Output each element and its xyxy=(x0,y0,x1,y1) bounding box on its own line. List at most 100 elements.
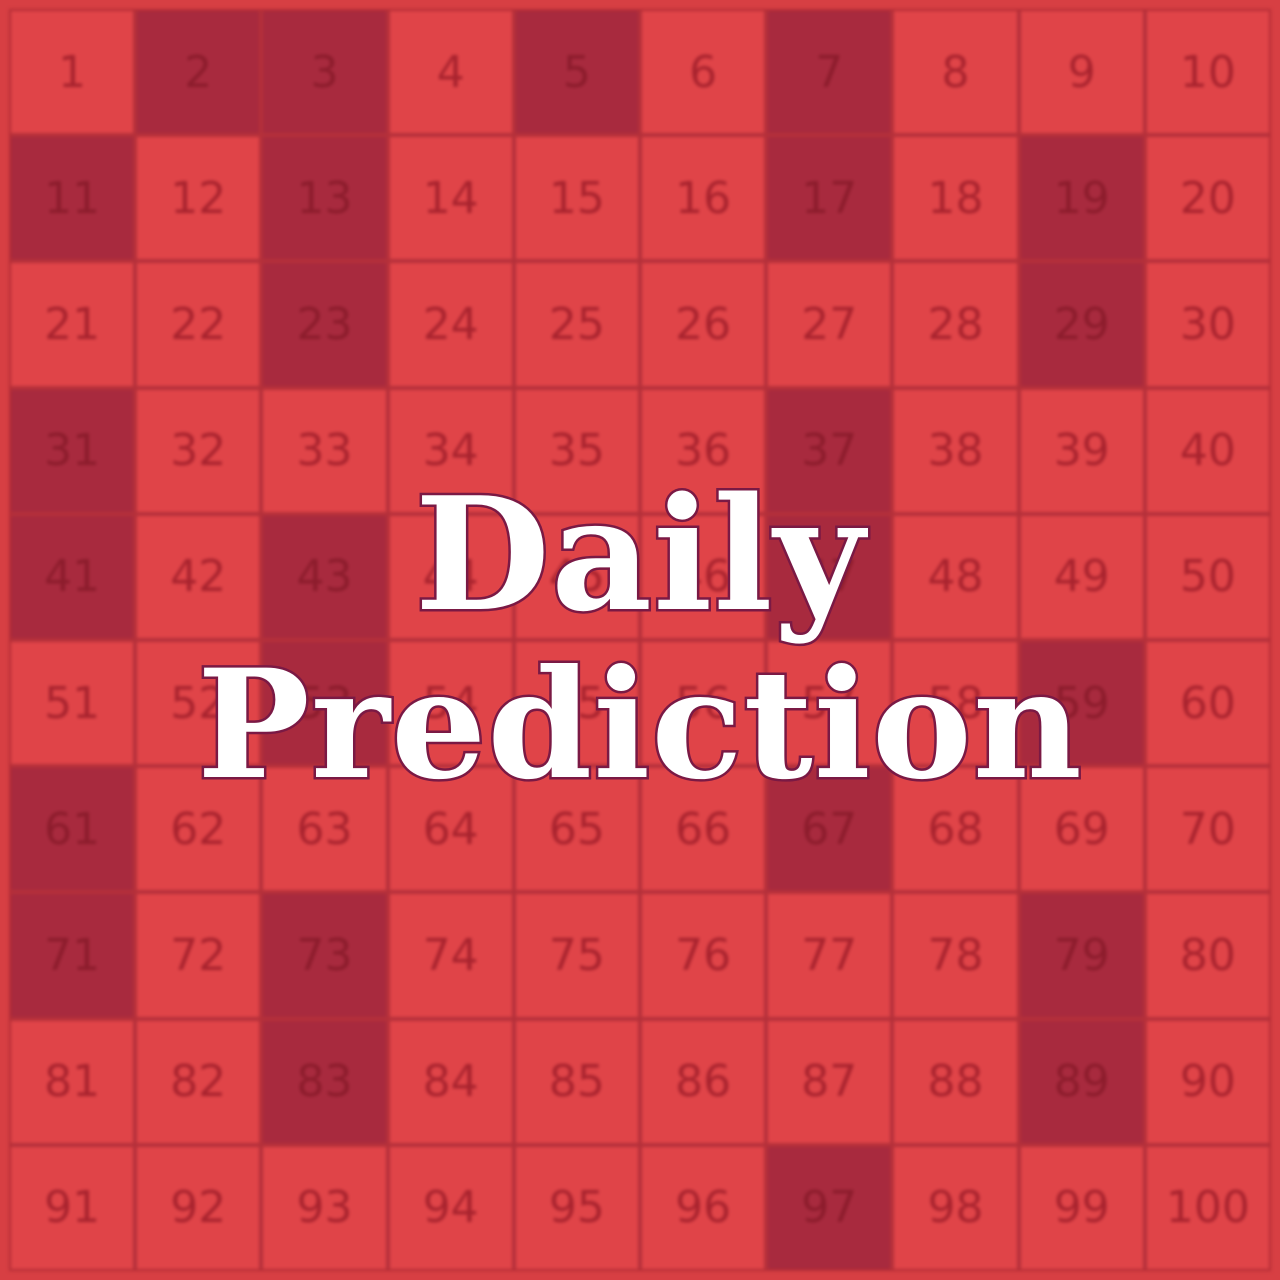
grid-cell-46: 46 xyxy=(641,515,765,638)
grid-cell-40: 40 xyxy=(1146,389,1269,512)
grid-cell-67: 67 xyxy=(768,768,891,891)
grid-cell-50: 50 xyxy=(1146,515,1269,638)
grid-cell-79: 79 xyxy=(1020,894,1143,1017)
grid-cell-13: 13 xyxy=(263,137,386,260)
grid-cell-24: 24 xyxy=(389,263,512,386)
grid-cell-77: 77 xyxy=(768,894,891,1017)
grid-cell-3: 3 xyxy=(263,11,386,134)
grid-cell-38: 38 xyxy=(894,389,1017,512)
grid-cell-25: 25 xyxy=(515,263,638,386)
grid-cell-61: 61 xyxy=(11,768,134,891)
grid-cell-94: 94 xyxy=(389,1146,512,1269)
grid-cell-65: 65 xyxy=(515,768,638,891)
grid-cell-18: 18 xyxy=(894,137,1017,260)
grid-cell-41: 41 xyxy=(11,515,134,638)
grid-cell-87: 87 xyxy=(768,1020,891,1143)
grid-cell-49: 49 xyxy=(1020,515,1143,638)
grid-cell-17: 17 xyxy=(768,137,891,260)
grid-cell-20: 20 xyxy=(1146,137,1269,260)
grid-cell-31: 31 xyxy=(11,389,134,512)
grid-cell-60: 60 xyxy=(1146,641,1269,765)
grid-cell-12: 12 xyxy=(137,137,260,260)
grid-cell-8: 8 xyxy=(894,11,1017,134)
grid-cell-78: 78 xyxy=(894,894,1017,1017)
grid-cell-5: 5 xyxy=(515,11,638,134)
number-grid: 1 2 3 4 5 6 7 8 9 10 11 12 13 14 15 16 17 18 19 20 21 22 23 24 2… xyxy=(9,9,1271,1271)
grid-cell-83: 83 xyxy=(263,1020,386,1143)
grid-cell-70: 70 xyxy=(1146,768,1269,891)
grid-cell-80: 80 xyxy=(1146,894,1269,1017)
grid-cell-99: 99 xyxy=(1020,1146,1143,1269)
grid-cell-7: 7 xyxy=(768,11,891,134)
grid-cell-35: 35 xyxy=(515,389,638,512)
grid-cell-81: 81 xyxy=(11,1020,134,1143)
grid-cell-11: 11 xyxy=(11,137,134,260)
grid-cell-29: 29 xyxy=(1020,263,1143,386)
grid-cell-89: 89 xyxy=(1020,1020,1143,1143)
grid-cell-82: 82 xyxy=(137,1020,260,1143)
grid-cell-95: 95 xyxy=(515,1146,638,1269)
grid-cell-15: 15 xyxy=(515,137,638,260)
grid-cell-44: 44 xyxy=(389,515,512,638)
grid-cell-100: 100 xyxy=(1146,1146,1269,1269)
grid-cell-54: 54 xyxy=(389,641,512,765)
grid-cell-36: 36 xyxy=(641,389,765,512)
grid-cell-45: 45 xyxy=(515,515,638,638)
grid-cell-64: 64 xyxy=(389,768,512,891)
grid-cell-14: 14 xyxy=(389,137,512,260)
grid-cell-28: 28 xyxy=(894,263,1017,386)
grid-cell-71: 71 xyxy=(11,894,134,1017)
grid-cell-69: 69 xyxy=(1020,768,1143,891)
grid-cell-48: 48 xyxy=(894,515,1017,638)
grid-cell-73: 73 xyxy=(263,894,386,1017)
grid-cell-86: 86 xyxy=(641,1020,765,1143)
grid-cell-63: 63 xyxy=(263,768,386,891)
grid-cell-85: 85 xyxy=(515,1020,638,1143)
grid-cell-72: 72 xyxy=(137,894,260,1017)
grid-cell-90: 90 xyxy=(1146,1020,1269,1143)
grid-cell-26: 26 xyxy=(641,263,765,386)
grid-cell-59: 59 xyxy=(1020,641,1143,765)
grid-cell-16: 16 xyxy=(641,137,765,260)
title-daily: Daily xyxy=(412,463,867,646)
grid-cell-6: 6 xyxy=(641,11,765,134)
grid-cell-76: 76 xyxy=(641,894,765,1017)
grid-cell-32: 32 xyxy=(137,389,260,512)
grid-cell-4: 4 xyxy=(389,11,512,134)
grid-cell-84: 84 xyxy=(389,1020,512,1143)
grid-cell-27: 27 xyxy=(768,263,891,386)
grid-cell-23: 23 xyxy=(263,263,386,386)
grid-cell-58: 58 xyxy=(894,641,1017,765)
grid-cell-62: 62 xyxy=(137,768,260,891)
grid-cell-93: 93 xyxy=(263,1146,386,1269)
grid-cell-75: 75 xyxy=(515,894,638,1017)
grid-cell-21: 21 xyxy=(11,263,134,386)
grid-cell-37: 37 xyxy=(768,389,891,512)
grid-cell-92: 92 xyxy=(137,1146,260,1269)
grid-cell-22: 22 xyxy=(137,263,260,386)
grid-cell-42: 42 xyxy=(137,515,260,638)
grid-cell-56: 56 xyxy=(641,641,765,765)
grid-cell-55: 55 xyxy=(515,641,638,765)
grid-cell-53: 53 xyxy=(263,641,386,765)
grid-cell-47: 47 xyxy=(768,515,891,638)
grid-cell-68: 68 xyxy=(894,768,1017,891)
grid-cell-34: 34 xyxy=(389,389,512,512)
grid-cell-96: 96 xyxy=(641,1146,765,1269)
grid-cell-33: 33 xyxy=(263,389,386,512)
grid-cell-97: 97 xyxy=(768,1146,891,1269)
grid-cell-19: 19 xyxy=(1020,137,1143,260)
grid-cell-1: 1 xyxy=(11,11,134,134)
grid-cell-88: 88 xyxy=(894,1020,1017,1143)
grid-cell-43: 43 xyxy=(263,515,386,638)
grid-cell-57: 57 xyxy=(768,641,891,765)
title-prediction: Prediction xyxy=(195,637,1085,813)
grid-cell-39: 39 xyxy=(1020,389,1143,512)
grid-cell-52: 52 xyxy=(137,641,260,765)
grid-cell-66: 66 xyxy=(641,768,765,891)
grid-cell-74: 74 xyxy=(389,894,512,1017)
grid-cell-2: 2 xyxy=(137,11,260,134)
grid-cell-10: 10 xyxy=(1146,11,1269,134)
grid-cell-98: 98 xyxy=(894,1146,1017,1269)
